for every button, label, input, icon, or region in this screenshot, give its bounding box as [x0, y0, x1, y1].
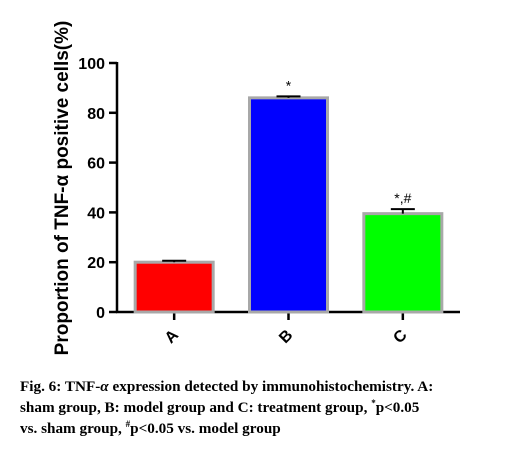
caption-alpha: α [100, 378, 109, 395]
caption-line1: expression detected by immunohistochemis… [108, 378, 434, 395]
significance-label-B: * [286, 77, 292, 93]
chart-labels: Proportion of TNF-α positive cells(%) * *,… [52, 21, 412, 356]
bars [133, 95, 444, 314]
caption-line3a: vs. sham group, [20, 420, 126, 437]
y-tick-label: 40 [87, 205, 105, 222]
caption-line3b: p<0.05 vs. model group [130, 420, 281, 437]
y-tick-label: 100 [78, 56, 105, 73]
caption-prefix: Fig. 6: TNF- [20, 378, 101, 395]
x-tick-label-C: C [390, 326, 411, 347]
axes: 0 20 40 60 80 100 A B C [78, 56, 460, 347]
caption-hash: # [125, 419, 131, 429]
y-tick-label: 80 [87, 106, 105, 123]
x-tick-label-A: A [162, 326, 183, 347]
significance-label-C: *,# [394, 190, 411, 206]
bar-chart: 0 20 40 60 80 100 A B C Proportion of TNF-α posi… [52, 21, 460, 356]
bar-C [362, 212, 444, 314]
caption-star: * [371, 398, 376, 408]
y-tick-label: 0 [96, 305, 105, 322]
y-tick-label: 60 [87, 156, 105, 173]
caption-line2a: sham group, B: model group and C: treatm… [20, 399, 372, 416]
y-tick-label: 20 [87, 255, 105, 272]
caption-line2b: p<0.05 [375, 399, 420, 416]
bar-A [133, 260, 215, 314]
figure-caption: Fig. 6: TNF-α expression detected by imm… [20, 376, 520, 439]
x-tick-label-B: B [276, 327, 296, 347]
bar-B [248, 96, 329, 314]
y-axis-label: Proportion of TNF-α positive cells(%) [52, 21, 73, 356]
